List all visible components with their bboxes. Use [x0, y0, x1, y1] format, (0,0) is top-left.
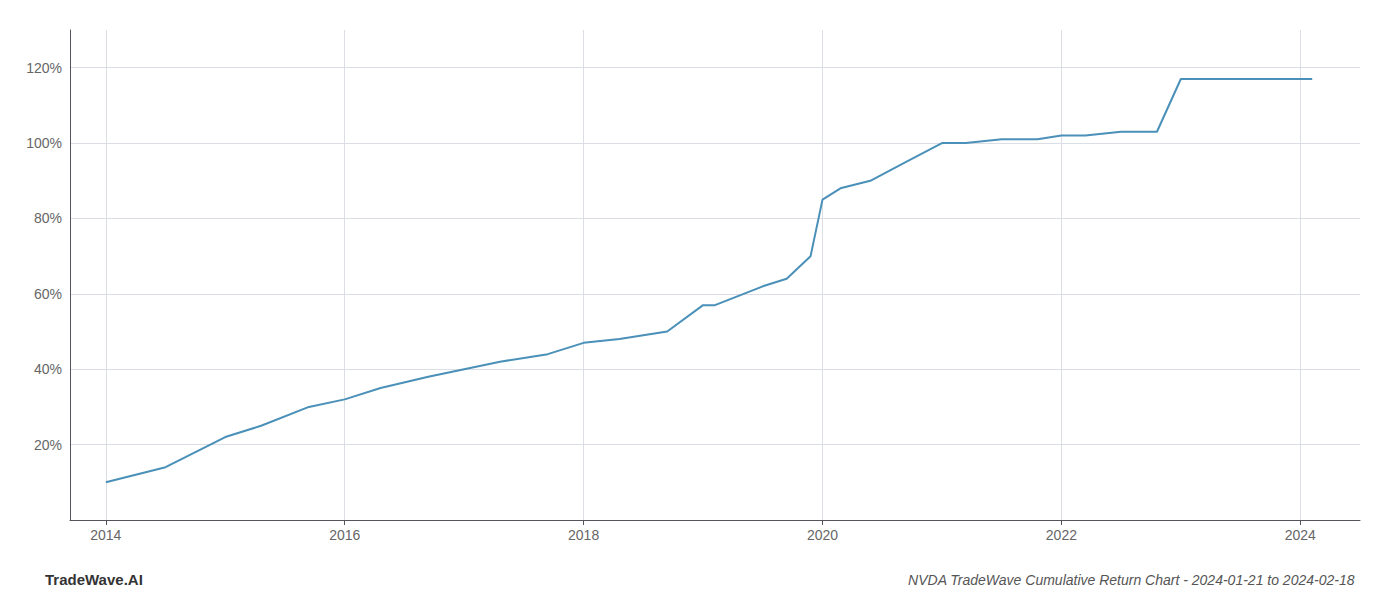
svg-text:NVDA TradeWave Cumulative Retu: NVDA TradeWave Cumulative Return Chart -… [908, 572, 1355, 588]
svg-text:60%: 60% [34, 286, 62, 302]
svg-text:2014: 2014 [90, 527, 121, 543]
svg-text:120%: 120% [26, 60, 62, 76]
svg-text:40%: 40% [34, 361, 62, 377]
svg-text:80%: 80% [34, 210, 62, 226]
svg-text:TradeWave.AI: TradeWave.AI [45, 571, 143, 588]
svg-text:20%: 20% [34, 437, 62, 453]
svg-text:100%: 100% [26, 135, 62, 151]
svg-text:2020: 2020 [807, 527, 838, 543]
svg-text:2024: 2024 [1285, 527, 1316, 543]
svg-text:2018: 2018 [568, 527, 599, 543]
svg-text:2016: 2016 [329, 527, 360, 543]
svg-text:2022: 2022 [1046, 527, 1077, 543]
